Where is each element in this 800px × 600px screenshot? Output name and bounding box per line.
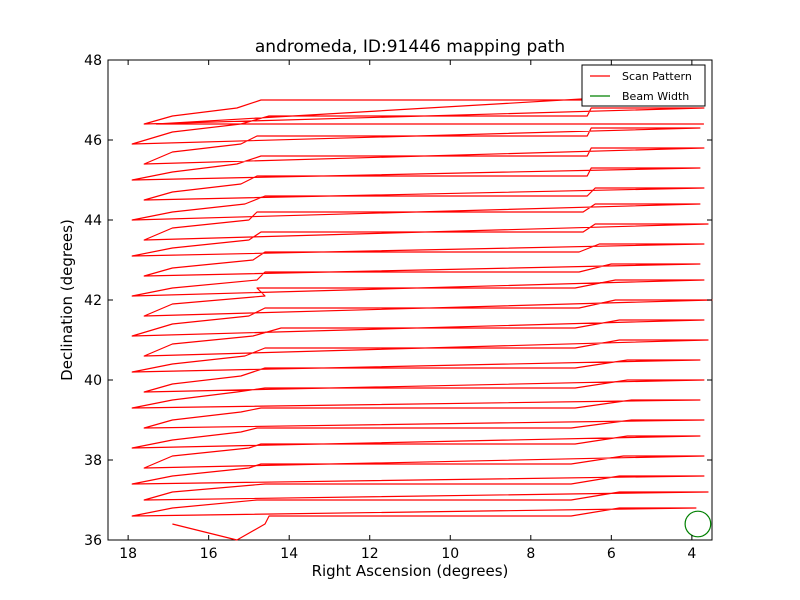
y-tick-label: 48 bbox=[84, 53, 102, 69]
x-tick-label: 4 bbox=[687, 546, 696, 562]
x-tick-label: 16 bbox=[200, 546, 218, 562]
y-tick-label: 46 bbox=[84, 133, 102, 149]
y-tick-label: 44 bbox=[84, 213, 102, 229]
legend-box bbox=[581, 64, 706, 107]
series-layer bbox=[131, 91, 713, 541]
y-tick-label: 42 bbox=[84, 293, 102, 309]
x-tick-label: 8 bbox=[526, 546, 535, 562]
chart-title: andromeda, ID:91446 mapping path bbox=[255, 37, 565, 57]
x-tick-label: 6 bbox=[607, 546, 616, 562]
legend: Scan Pattern Beam Width bbox=[581, 64, 706, 107]
y-axis-label: Declination (degrees) bbox=[58, 219, 76, 381]
y-tick-label: 40 bbox=[84, 373, 102, 389]
series-beam-width-circle bbox=[684, 510, 712, 538]
x-axis-label: Right Ascension (degrees) bbox=[312, 562, 509, 580]
y-tick-label: 38 bbox=[84, 453, 102, 469]
x-tick-label: 10 bbox=[441, 546, 459, 562]
legend-label-scan-pattern: Scan Pattern bbox=[622, 70, 692, 83]
ticks-layer: 18 16 14 12 10 8 6 4 36 38 40 42 44 46 48 bbox=[84, 53, 712, 562]
y-tick-label: 36 bbox=[84, 533, 102, 549]
x-tick-label: 14 bbox=[280, 546, 298, 562]
plot-area: 18 16 14 12 10 8 6 4 36 38 40 42 44 46 48 bbox=[84, 53, 713, 562]
legend-label-beam-width: Beam Width bbox=[622, 90, 689, 103]
x-tick-label: 18 bbox=[119, 546, 137, 562]
series-scan-pattern-line bbox=[131, 91, 713, 541]
x-tick-label: 12 bbox=[361, 546, 379, 562]
